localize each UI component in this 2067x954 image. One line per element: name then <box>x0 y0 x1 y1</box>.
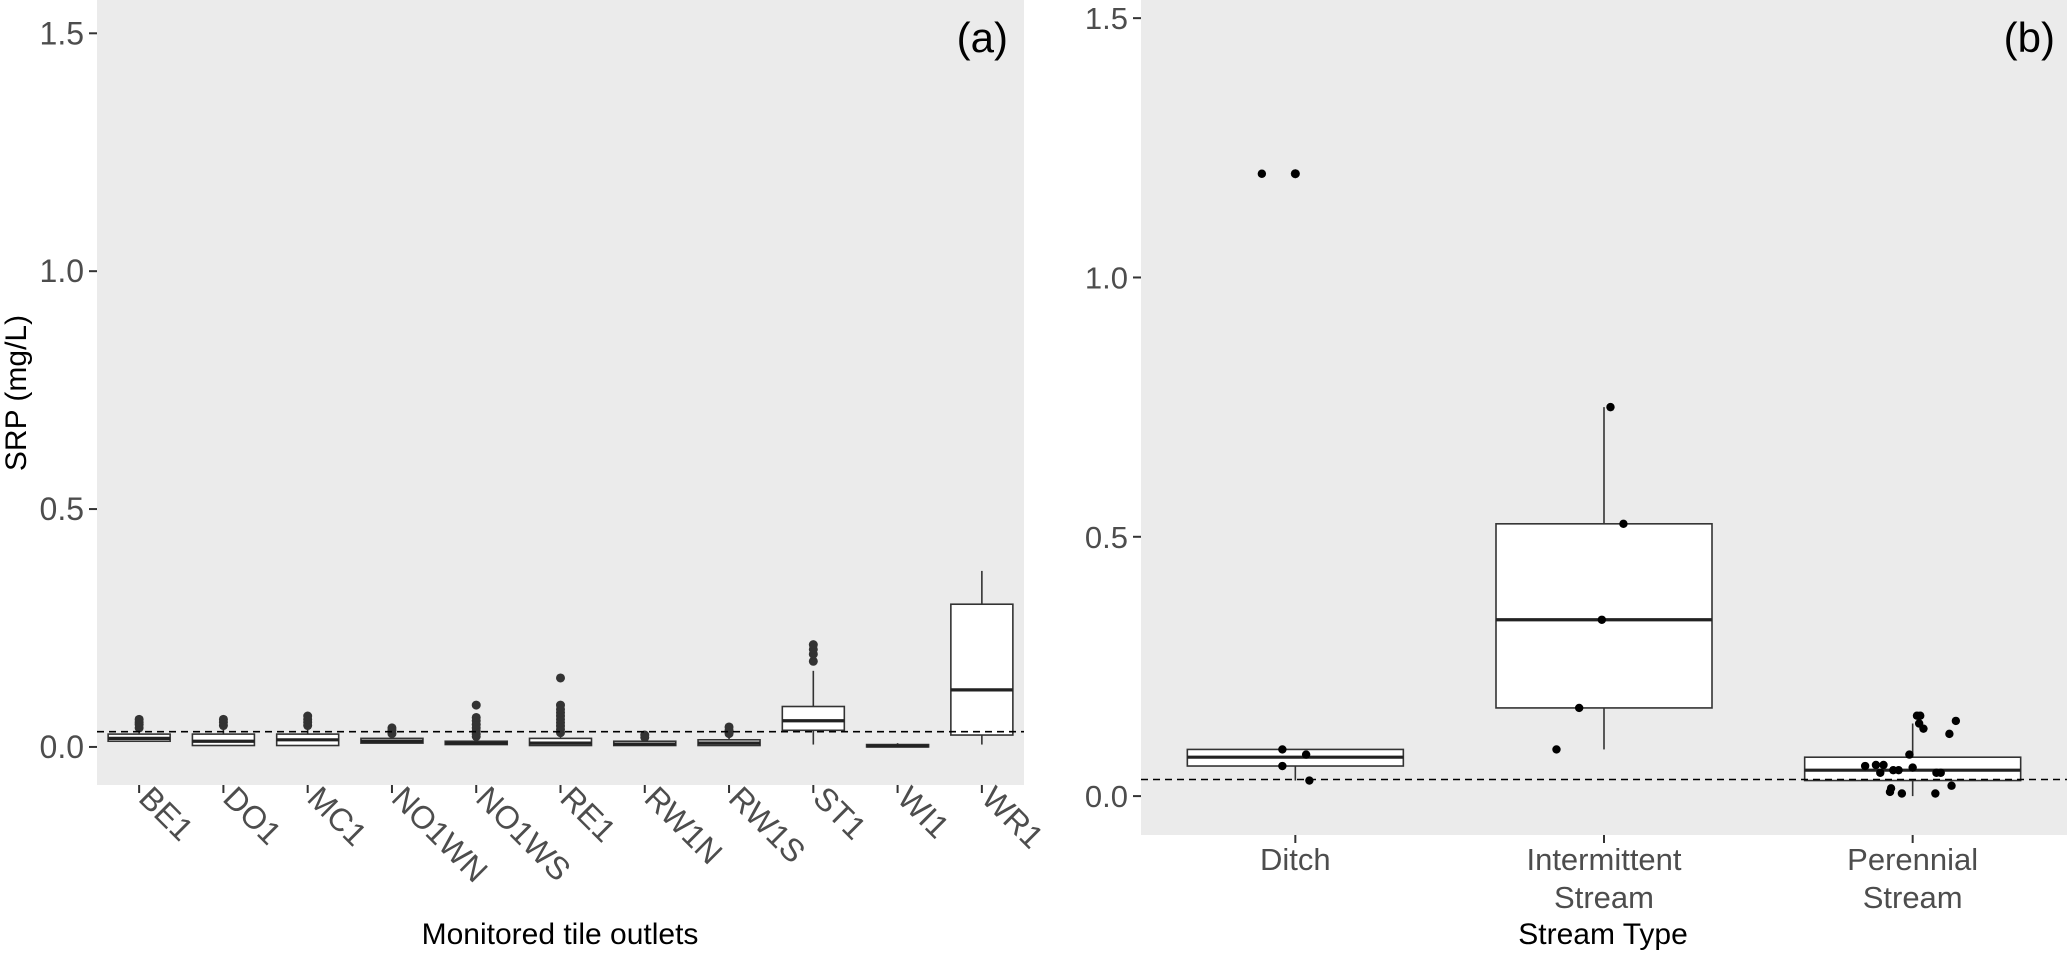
box-a-10 <box>950 570 1014 745</box>
box-a-9 <box>865 743 930 748</box>
x-tick-label-b: Ditch <box>1260 842 1331 877</box>
outlier-point <box>808 640 818 650</box>
data-point-b <box>1552 745 1561 754</box>
box-a-8 <box>781 640 846 745</box>
box-iqr <box>950 603 1014 736</box>
data-point-b <box>1897 789 1907 798</box>
outlier-point <box>471 700 481 710</box>
x-tick-label-a: WI1 <box>891 779 957 845</box>
data-point-b <box>1278 745 1287 754</box>
box-a-5 <box>528 673 593 747</box>
data-point-b <box>1951 716 1961 726</box>
outlier-point <box>471 712 481 722</box>
y-tick-label-a: 1.5 <box>40 15 84 51</box>
x-tick-label-a: WR1 <box>975 779 1051 855</box>
box-a-1 <box>191 714 256 747</box>
x-tick-label-a: ST1 <box>806 779 873 846</box>
data-point-b <box>1291 169 1300 178</box>
y-tick-label-a: 1.0 <box>40 253 84 289</box>
data-point-b <box>1597 615 1607 624</box>
y-tick-label-a: 0.5 <box>40 491 84 527</box>
x-axis-b: Ditch Intermittent Stream Perennial Stream <box>1260 835 1978 915</box>
y-tick-label-a: 0.0 <box>40 729 84 765</box>
data-point-b <box>1879 760 1888 770</box>
outlier-point <box>556 673 565 683</box>
box-a-7 <box>697 722 761 747</box>
x-tick-label-a: BE1 <box>132 779 200 847</box>
outlier-point <box>387 723 397 733</box>
box-iqr <box>781 705 846 732</box>
x-tick-label-a: RW1S <box>722 779 812 869</box>
outlier-point <box>556 700 565 710</box>
data-point-b <box>1574 703 1584 713</box>
x-tick-label-a: RE1 <box>554 779 623 848</box>
data-point-b <box>1947 781 1956 790</box>
marks-b <box>1141 169 2067 798</box>
data-point-b <box>1885 787 1895 797</box>
box-a-0 <box>107 714 171 743</box>
y-axis-a: 0.0 0.5 1.0 1.5 <box>40 15 97 765</box>
outlier-point <box>134 714 144 724</box>
x-tick-label-a: MC1 <box>301 779 374 852</box>
data-point-b <box>1936 768 1945 777</box>
x-tick-label-b: Intermittent Stream <box>1526 842 1681 915</box>
x-tick-label-a: DO1 <box>216 779 288 851</box>
x-tick-label-b: Perennial Stream <box>1847 842 1978 915</box>
data-point-b <box>1945 729 1954 739</box>
x-axis-title-a: Monitored tile outlets <box>422 918 699 951</box>
panel-label-b: (b) <box>2004 14 2055 61</box>
data-point-b <box>1301 750 1311 759</box>
outlier-point <box>303 711 313 721</box>
box-b-1 <box>1495 407 1713 750</box>
outlier-point <box>724 722 734 732</box>
box-iqr <box>1495 523 1713 709</box>
marks-a <box>97 570 1024 748</box>
data-point-b <box>1305 776 1314 785</box>
y-axis-b: 0.0 0.5 1.0 1.5 <box>1085 1 1141 814</box>
data-point-b <box>1905 750 1914 759</box>
data-point-b <box>1619 519 1628 529</box>
y-axis-title-a: SRP (mg/L) <box>0 315 33 471</box>
outlier-point <box>808 656 818 666</box>
y-tick-label-b: 0.5 <box>1085 520 1128 555</box>
panel-label-a: (a) <box>957 14 1008 61</box>
outlier-point <box>640 730 650 740</box>
data-point-b <box>1876 768 1885 777</box>
data-point-b <box>1919 724 1928 733</box>
box-a-6 <box>612 730 677 747</box>
y-tick-label-b: 0.0 <box>1085 779 1128 814</box>
box-a-2 <box>275 711 340 747</box>
plot-background-a <box>97 0 1024 785</box>
box-a-4 <box>444 700 509 746</box>
panel-b: 0.0 0.5 1.0 1.5 Ditch Intermittent Stream Pere… <box>1085 0 2067 951</box>
data-point-b <box>1894 765 1903 775</box>
box-b-0 <box>1186 169 1405 781</box>
data-point-b <box>1916 711 1925 720</box>
outlier-point <box>218 714 228 724</box>
y-tick-label-b: 1.5 <box>1085 1 1128 36</box>
y-tick-label-b: 1.0 <box>1085 260 1128 295</box>
x-axis-title-b: Stream Type <box>1518 918 1688 951</box>
x-tick-label-a: RW1N <box>638 779 730 871</box>
data-point-b <box>1257 169 1267 178</box>
data-point-b <box>1606 402 1615 412</box>
data-point-b <box>1871 760 1881 770</box>
data-point-b <box>1931 789 1940 798</box>
data-point-b <box>1908 763 1917 772</box>
data-point-b <box>1278 761 1287 771</box>
data-point-b <box>1860 761 1870 771</box>
